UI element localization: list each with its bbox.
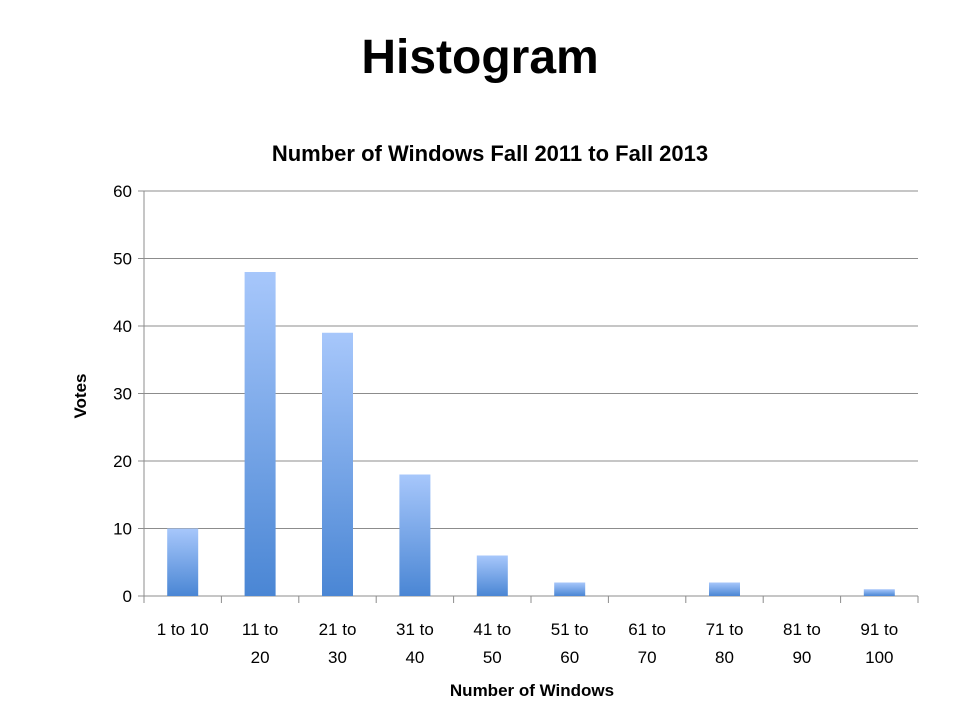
y-tick-label: 50 [113,250,132,269]
y-tick-label: 40 [113,317,132,336]
bar [863,589,895,596]
bar [167,528,199,596]
chart-title: Number of Windows Fall 2011 to Fall 2013 [272,141,708,166]
y-axis-title: Votes [71,373,90,418]
x-tick-label: 31 to 40 [396,620,434,667]
x-tick-label: 61 to 70 [628,620,666,667]
y-tick-label: 20 [113,452,132,471]
y-axis-ticks: 0 10 20 30 40 50 60 [113,182,132,606]
y-tick-label: 30 [113,385,132,404]
y-tick-label: 10 [113,520,132,539]
x-axis-ticks: 1 to 10 11 to 20 21 to 30 31 to 40 41 to 50 51 to… [157,620,899,667]
bars [167,272,895,596]
x-tick-label: 21 to 30 [319,620,357,667]
x-tick-label: 51 to 60 [551,620,589,667]
x-tick-label: 1 to 10 [157,620,209,639]
x-axis-title: Number of Windows [450,681,614,700]
x-tick-label: 91 to 100 [860,620,898,667]
x-tick-label: 81 to 90 [783,620,821,667]
y-tick-label: 0 [123,587,132,606]
bar [554,582,586,596]
bar [244,272,276,596]
bar [476,555,508,596]
bar [709,582,740,596]
bar [399,474,431,596]
x-tick-label: 41 to 50 [473,620,511,667]
y-tick-label: 60 [113,182,132,201]
x-tick-label: 71 to 80 [706,620,744,667]
slide-title: Histogram [361,31,599,84]
bar [322,332,353,596]
x-tick-label: 11 to 20 [242,620,279,667]
